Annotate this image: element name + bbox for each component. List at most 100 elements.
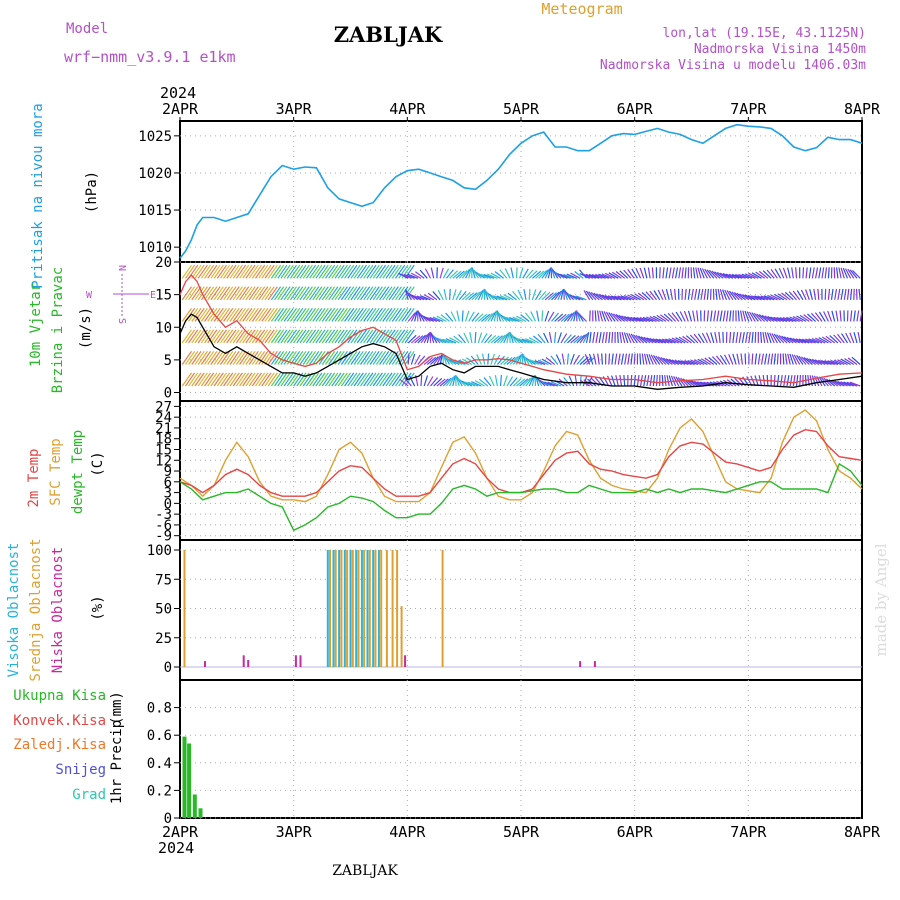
- wind-barb: [531, 359, 543, 366]
- precip-bars: [182, 736, 203, 818]
- wind-barb: [782, 353, 785, 365]
- wind-barb: [841, 333, 849, 344]
- wind-barb: [360, 286, 371, 301]
- wind-barb: [248, 307, 259, 322]
- wind-barb: [805, 289, 810, 301]
- wind-barb: [684, 288, 687, 300]
- wind-barb: [500, 314, 511, 322]
- wind-barb: [328, 372, 339, 387]
- wind-barb: [852, 269, 861, 279]
- wind-barb: [503, 375, 508, 387]
- wind-barb: [821, 336, 832, 344]
- wind-barb: [188, 372, 199, 387]
- wind-barb: [465, 292, 475, 301]
- wind-barb: [611, 271, 622, 279]
- wind-barb: [627, 316, 638, 322]
- wind-barb: [305, 372, 317, 387]
- wind-barb: [515, 337, 527, 344]
- wind-barb: [615, 375, 619, 387]
- wind-barb: [325, 307, 336, 322]
- wind-barb: [744, 273, 756, 279]
- wind-barb: [825, 335, 836, 344]
- wind-barb: [646, 353, 651, 365]
- wind-barb: [220, 286, 231, 301]
- wind-barb: [395, 264, 406, 279]
- wind-barb: [711, 270, 721, 279]
- wind-barb: [792, 290, 801, 301]
- wind-barb: [632, 334, 642, 344]
- wind-barb: [601, 353, 603, 365]
- wind-barb: [245, 286, 256, 301]
- wind-barb: [468, 311, 475, 322]
- wind-barb: [693, 333, 702, 344]
- wind-barb: [194, 286, 205, 301]
- wind-barb: [814, 359, 826, 366]
- wind-barb: [682, 335, 692, 344]
- wind-barb: [732, 310, 734, 322]
- wind-barb: [601, 332, 605, 343]
- wind-barb: [640, 336, 651, 344]
- wind-barb: [400, 273, 412, 279]
- wind-barb: [808, 338, 820, 344]
- wind-barb: [795, 338, 807, 344]
- wind-barb: [299, 329, 310, 344]
- wind-barb: [770, 353, 774, 365]
- wind-barb: [458, 334, 466, 344]
- wind-barb: [817, 359, 829, 366]
- wind-barb: [410, 353, 416, 365]
- wind-barb: [388, 264, 399, 279]
- wind-barb: [851, 356, 861, 365]
- wind-barb: [537, 359, 549, 366]
- wind-barb: [391, 329, 402, 344]
- wind-barb: [756, 313, 766, 322]
- wind-barb: [264, 264, 275, 279]
- wind-barb: [512, 378, 522, 387]
- cloud-mid-bar: [357, 550, 360, 667]
- wind-barb: [267, 286, 278, 301]
- wind-barb: [274, 264, 285, 279]
- wind-barb: [840, 267, 845, 279]
- wind-barb: [834, 380, 845, 387]
- wind-mean-line: [179, 313, 863, 390]
- wind-barb: [356, 264, 367, 279]
- wind-barb: [544, 310, 550, 322]
- wind-barb: [312, 350, 323, 365]
- wind-barb: [660, 314, 670, 322]
- wind-barb: [388, 286, 399, 301]
- wind-barb: [610, 295, 622, 301]
- wind-barb: [708, 356, 718, 365]
- wind-barb: [611, 331, 614, 343]
- wind-barb: [347, 372, 358, 387]
- wind-barb: [296, 350, 307, 365]
- wind-barb: [264, 307, 275, 322]
- wind-barb: [242, 372, 253, 387]
- wind-barb: [484, 334, 493, 344]
- compass-w-label: W: [86, 290, 93, 301]
- wind-barb: [697, 333, 705, 344]
- wind-barb: [757, 353, 761, 365]
- altitude-label: Nadmorska Visina 1450m: [694, 42, 866, 57]
- wind-barb: [652, 315, 664, 322]
- wind-barb: [487, 353, 490, 365]
- wind-barb: [674, 288, 677, 300]
- wind-barb: [264, 329, 275, 344]
- wind-barb: [185, 372, 196, 387]
- wind-barb: [369, 264, 380, 279]
- wind-barb: [436, 337, 447, 344]
- wind-barb: [309, 329, 320, 344]
- wind-barb: [235, 307, 247, 322]
- wind-barb: [337, 264, 348, 279]
- wind-barb: [305, 350, 317, 365]
- wind-barb: [836, 267, 839, 279]
- wind-barb: [776, 375, 780, 387]
- wind-barb: [404, 286, 415, 301]
- wind-barb: [331, 372, 342, 387]
- wind-barb: [270, 307, 282, 322]
- wind-barb: [811, 358, 823, 366]
- wind-barb: [388, 329, 399, 344]
- wind-barb: [458, 270, 468, 279]
- wind-barb: [519, 378, 529, 387]
- cloud-mid-bar: [346, 550, 349, 667]
- wind-barb: [334, 307, 345, 322]
- wind-barb: [420, 374, 423, 387]
